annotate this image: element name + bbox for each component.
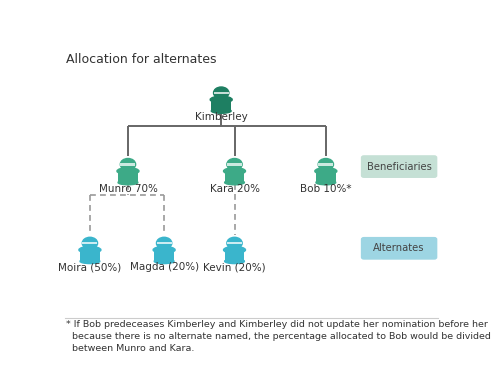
Ellipse shape [79, 246, 101, 253]
FancyBboxPatch shape [154, 250, 174, 261]
Circle shape [227, 237, 242, 249]
FancyBboxPatch shape [227, 163, 242, 166]
Text: Beneficiaries: Beneficiaries [367, 161, 432, 172]
FancyBboxPatch shape [120, 163, 136, 166]
Ellipse shape [153, 246, 175, 253]
Ellipse shape [315, 168, 337, 174]
FancyBboxPatch shape [211, 100, 231, 111]
FancyBboxPatch shape [224, 171, 245, 183]
Text: Magda (20%): Magda (20%) [130, 262, 199, 272]
Ellipse shape [223, 246, 246, 253]
Text: * If Bob predeceases Kimberley and Kimberley did not update her nomination befor: * If Bob predeceases Kimberley and Kimbe… [66, 320, 491, 353]
Circle shape [120, 158, 136, 170]
Text: Kimberley: Kimberley [195, 112, 247, 122]
FancyBboxPatch shape [316, 171, 336, 183]
Ellipse shape [118, 180, 138, 185]
Circle shape [82, 237, 98, 249]
Text: Munro 70%: Munro 70% [99, 183, 158, 194]
FancyBboxPatch shape [361, 155, 437, 178]
FancyBboxPatch shape [214, 92, 229, 94]
Ellipse shape [223, 168, 246, 174]
Text: Bob 10%*: Bob 10%* [300, 183, 352, 194]
Text: Moira (50%): Moira (50%) [58, 262, 122, 272]
FancyBboxPatch shape [80, 250, 100, 261]
FancyBboxPatch shape [318, 163, 333, 166]
Text: Alternates: Alternates [373, 243, 425, 253]
Ellipse shape [117, 168, 139, 174]
FancyBboxPatch shape [361, 237, 437, 260]
Text: Kevin (20%): Kevin (20%) [203, 262, 266, 272]
Ellipse shape [224, 259, 245, 263]
FancyBboxPatch shape [224, 250, 245, 261]
Ellipse shape [80, 259, 100, 263]
Text: Allocation for alternates: Allocation for alternates [66, 53, 217, 66]
Ellipse shape [316, 180, 336, 185]
Circle shape [157, 237, 172, 249]
Circle shape [318, 158, 333, 170]
Circle shape [214, 87, 229, 99]
Ellipse shape [224, 180, 245, 185]
FancyBboxPatch shape [157, 242, 172, 244]
FancyBboxPatch shape [118, 171, 138, 183]
Circle shape [227, 158, 242, 170]
Ellipse shape [210, 96, 232, 103]
FancyBboxPatch shape [227, 242, 242, 244]
Ellipse shape [154, 259, 174, 263]
Ellipse shape [211, 109, 231, 113]
FancyBboxPatch shape [82, 242, 97, 244]
Text: Kara 20%: Kara 20% [210, 183, 260, 194]
